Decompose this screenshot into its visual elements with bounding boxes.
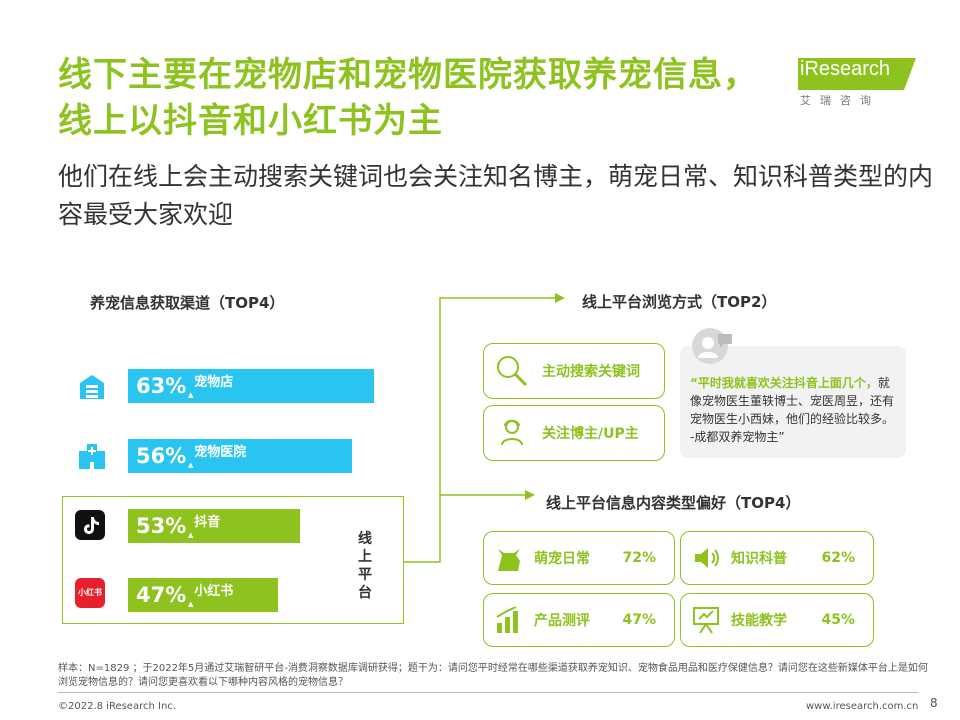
hospital-icon	[79, 444, 105, 469]
logo-subtext: 艾瑞咨询	[800, 94, 880, 107]
site-link[interactable]: www.iresearch.com.cn	[806, 701, 919, 712]
content-pct: 72%	[622, 550, 656, 566]
page-title: 线下主要在宠物店和宠物医院获取养宠信息，线上以抖音和小红书为主	[58, 55, 758, 141]
presentation-icon	[693, 607, 719, 634]
content-card: 知识科普 62%	[680, 531, 874, 585]
channel-bar: 56% 宠物医院 ▲	[128, 439, 352, 473]
xiaohongshu-icon-text: 小红书	[78, 588, 102, 597]
bar-chart-icon	[496, 606, 518, 633]
content-card: 技能教学 45%	[680, 593, 874, 647]
douyin-icon	[75, 510, 105, 540]
page-number: 8	[930, 696, 938, 710]
browse-label: 主动搜索关键词	[542, 364, 640, 380]
online-platform-label: 线上平台	[358, 531, 372, 601]
search-icon	[497, 356, 528, 387]
copyright: ©2022.8 iResearch Inc.	[58, 701, 176, 712]
content-section-title: 线上平台信息内容类型偏好（TOP4）	[546, 494, 801, 512]
channel-label: 宠物店	[194, 374, 234, 390]
content-pct: 45%	[821, 612, 855, 628]
triangle-marker: ▲	[188, 531, 194, 539]
browse-section-title: 线上平台浏览方式（TOP2）	[582, 293, 777, 311]
triangle-marker: ▲	[188, 461, 194, 469]
cat-icon	[498, 549, 520, 571]
quote-body: 就像宠物医生董轶博士、宠医周昱，还有宠物医生小西妹，他们的经验比较多。 -成都双…	[690, 376, 895, 444]
triangle-marker: ▲	[188, 391, 194, 399]
content-card: 产品测评 47%	[483, 593, 675, 647]
channel-label: 小红书	[194, 583, 234, 599]
browse-card-search: 主动搜索关键词	[483, 343, 665, 399]
content-card: 萌宠日常 72%	[483, 531, 675, 585]
content-label: 萌宠日常	[534, 551, 590, 567]
browse-label: 关注博主/UP主	[542, 426, 639, 442]
content-pct: 62%	[821, 550, 855, 566]
content-label: 知识科普	[731, 551, 787, 567]
blogger-icon	[501, 419, 523, 446]
iresearch-logo	[798, 58, 916, 90]
quote-highlight: “平时我就喜欢关注抖音上面几个，	[690, 376, 878, 390]
triangle-marker: ▲	[188, 600, 194, 608]
user-quote-icon	[692, 328, 732, 364]
channel-bar: 63% 宠物店 ▲	[128, 369, 374, 403]
content-pct: 47%	[622, 612, 656, 628]
channel-label: 宠物医院	[194, 444, 247, 460]
browse-card-blogger: 关注博主/UP主	[483, 405, 665, 461]
channel-pct: 53%	[136, 514, 187, 538]
channel-pct: 47%	[136, 583, 187, 607]
xiaohongshu-icon	[75, 578, 105, 608]
channel-bar: 53% 抖音 ▲	[128, 509, 300, 543]
content-label: 产品测评	[534, 613, 590, 629]
speaker-icon	[695, 548, 719, 568]
channels-section-title: 养宠信息获取渠道（TOP4）	[90, 294, 285, 312]
connector-lines	[404, 293, 565, 563]
store-icon	[80, 375, 104, 399]
channel-pct: 56%	[136, 444, 187, 468]
logo-text: iResearch	[800, 58, 891, 80]
sample-note: 样本：N=1829 ；于2022年5月通过艾瑞智研平台-消费洞察数据库调研获得；…	[58, 663, 928, 688]
channel-label: 抖音	[194, 514, 221, 530]
channel-pct: 63%	[136, 374, 187, 398]
channel-bar: 47% 小红书 ▲	[128, 578, 278, 612]
online-platform-box	[62, 496, 404, 624]
quote-box: “平时我就喜欢关注抖音上面几个，就像宠物医生董轶博士、宠医周昱，还有宠物医生小西…	[680, 346, 906, 458]
content-label: 技能教学	[731, 613, 787, 629]
page-subtitle: 他们在线上会主动搜索关键词也会关注知名博主，萌宠日常、知识科普类型的内容最受大家…	[58, 162, 934, 229]
footer-divider	[58, 692, 918, 693]
